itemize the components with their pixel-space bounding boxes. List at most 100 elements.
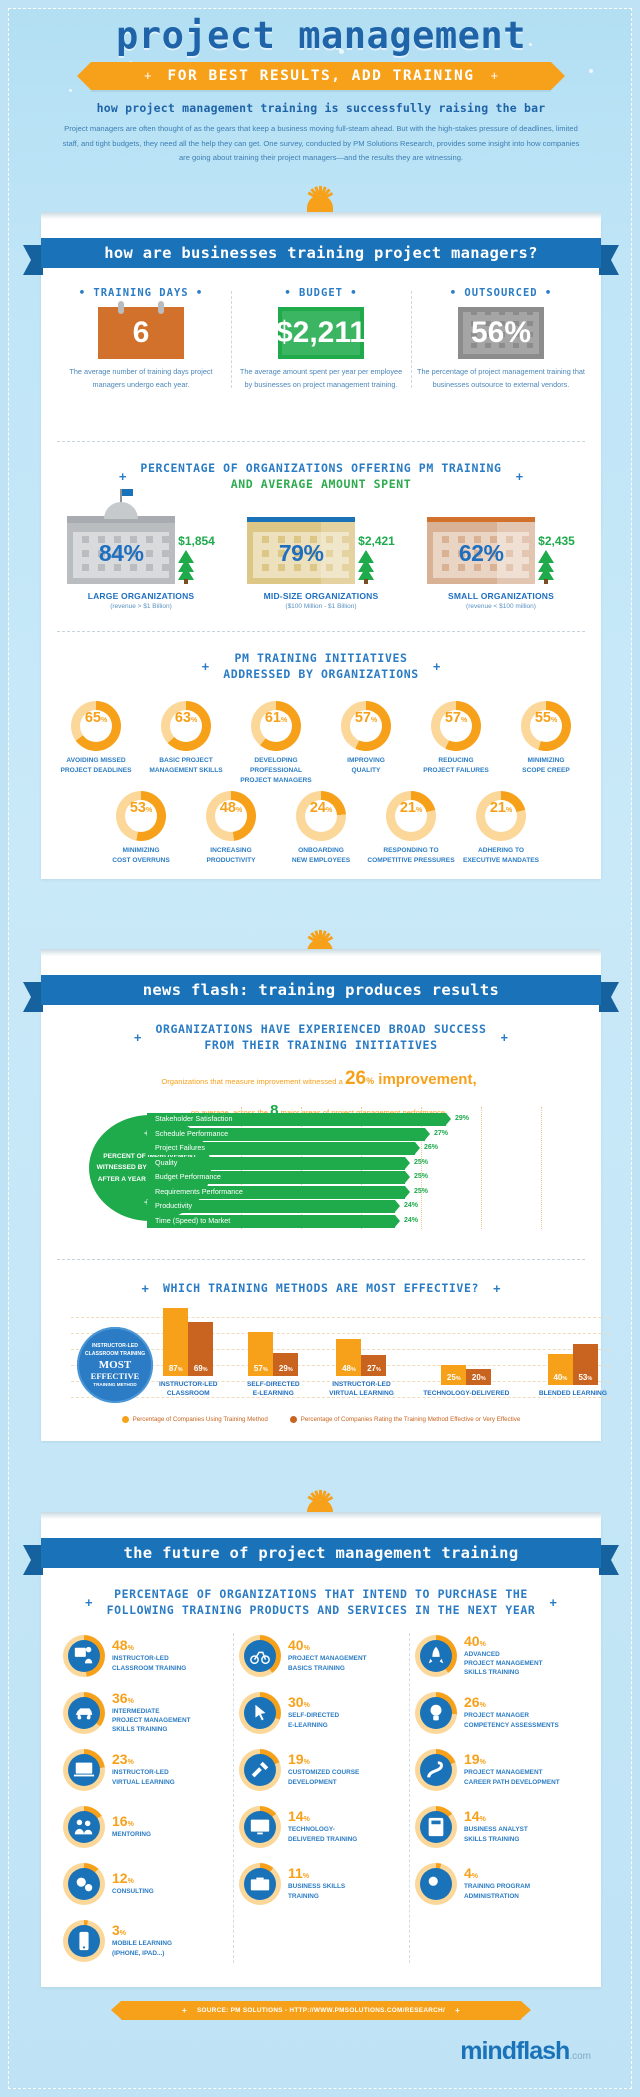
donut-chart: 57% [341,701,391,751]
laptop-icon [68,1753,100,1786]
monitor-icon [250,1819,270,1834]
org-note: (revenue < $100 million) [466,603,536,610]
donut-label: INCREASING PRODUCTIVITY [206,847,256,864]
org-amount-block: $1,854 [178,534,215,584]
note-8: 8 [270,1102,279,1120]
org-small: 62% $2,435 SMALL ORGANIZATIONS (revenue … [414,514,589,610]
plus-icon: + [143,68,152,84]
donut-chart [239,1634,281,1677]
donut-value: 21 [399,800,416,816]
cursor-icon [255,1704,266,1720]
seal-effective: EFFECTIVE [90,1370,140,1381]
method-group: 57% 29% SELF-DIRECTED E-LEARNING [247,1331,300,1399]
future-product-item: 30% SELF-DIRECTED E-LEARNING [239,1684,403,1741]
methods-header: + WHICH TRAINING METHODS ARE MOST EFFECT… [51,1281,591,1297]
table-row: Requirements Performance 25% [147,1185,577,1199]
improvement-bar-chart: + PERCENT OF IMPROVEMENTWITNESSED BY ORG… [51,1107,591,1229]
donut-value: 55 [534,710,551,726]
bar-label: Schedule Performance [155,1128,229,1138]
future-label: CONSULTING [112,1887,154,1895]
initiative-item: 65% AVOIDING MISSED PROJECT DEADLINES [51,701,141,786]
future-value: 12% [112,1869,134,1886]
bar-using: 57% [248,1331,274,1376]
org-name: SMALL ORGANIZATIONS [448,591,554,601]
org-name: LARGE ORGANIZATIONS [87,591,195,601]
initiative-item: 24% ONBOARDING NEW EMPLOYEES [276,791,366,866]
initiatives-row-2: 53% MINIMIZING COST OVERRUNS 48% INCREASING P… [96,791,546,866]
org-amount-block: $2,421 [358,534,395,584]
donut-chart [415,1691,457,1734]
methods-title: WHICH TRAINING METHODS ARE MOST EFFECTIV… [163,1281,479,1295]
donut-suffix: % [550,717,558,724]
plus-icon: + [455,2006,461,2015]
bar-effective: 20% [466,1369,492,1386]
donut-label: MINIMIZING COST OVERRUNS [112,847,170,864]
note-improvement: improvement, [374,1071,477,1088]
bar-value: 25% [414,1173,429,1180]
future-value: 40% [464,1632,486,1649]
road-icon [420,1753,452,1786]
section-2-banner: news flash: training produces results [23,975,619,1012]
header-ribbon-label: FOR BEST RESULTS, ADD TRAINING [167,67,475,84]
plus-icon: + [133,1030,142,1046]
section-3-card [41,1519,601,1987]
tools-icon [244,1753,276,1786]
bar-effective: 27% [361,1354,387,1376]
donut-chart [63,1919,105,1962]
future-value: 4% [464,1865,479,1882]
donut-chart: 57% [431,701,481,751]
donut-chart [239,1862,281,1905]
flag-icon [120,489,134,505]
bar-label: Stakeholder Satisfaction [155,1114,233,1123]
bar-label: Time (Speed) to Market [155,1215,231,1225]
future-label: PROJECT MANAGER COMPETENCY ASSESSMENTS [464,1712,559,1729]
section-1-banner-label: how are businesses training project mana… [104,244,538,262]
people-icon [74,1819,93,1834]
bar-using: 48% [336,1338,362,1376]
future-value: 23% [112,1751,134,1768]
briefcase-icon [244,1867,276,1900]
bar-value: 27% [434,1129,449,1137]
sparkle-icon [339,49,344,54]
stat-value: 6 [132,316,150,349]
sparkle-icon [589,69,593,73]
donut-chart: 55% [521,701,571,751]
future-product-item: 3% MOBILE LEARNING (IPHONE, IPAD...) [63,1912,227,1969]
page-title: project management [116,14,526,57]
success-title-1: ORGANIZATIONS HAVE EXPERIENCED BROAD SUC… [155,1022,487,1036]
sparkle-icon [529,43,532,46]
most-effective-seal: INSTRUCTOR-LED CLASSROOM TRAINING MOST EF… [77,1327,153,1403]
org-note: (revenue > $1 Billion) [110,603,172,610]
bar-value: 25% [446,1373,461,1383]
future-title-2: FOLLOWING TRAINING PRODUCTS AND SERVICES… [106,1602,536,1617]
orgs-section: + PERCENTAGE OF ORGANIZATIONS OFFERING P… [51,461,591,492]
donut-chart [239,1748,281,1791]
tree-icon [538,550,555,584]
donut-chart [415,1748,457,1791]
plus-icon: + [84,1595,93,1611]
initiative-item: 61% DEVELOPING PROFESSIONAL PROJECT MANAGE… [231,701,321,786]
bar-value: 26% [424,1144,439,1151]
methods-bar-chart: INSTRUCTOR-LED CLASSROOM TRAINING MOST EF… [71,1307,611,1421]
donut-suffix: % [325,807,333,814]
key-icon [428,1876,444,1891]
future-product-item: 16% MENTORING [63,1798,227,1855]
plus-icon: + [493,1281,501,1297]
future-label: TECHNOLOGY- DELIVERED TRAINING [288,1826,358,1843]
phone-icon [79,1931,89,1950]
stat-budget: • BUDGET • $2,211 The average amount spe… [231,287,411,392]
future-value: 14% [464,1808,486,1825]
section-3-banner-label: the future of project management trainin… [123,1544,519,1562]
donut-label: IMPROVING QUALITY [347,757,385,774]
presentation-icon [68,1639,100,1672]
brand-name: mindflash [460,2037,570,2065]
stat-value-box: 6 [98,301,184,359]
stat-value-box: 56% [458,307,544,359]
future-label: CUSTOMIZED COURSE DEVELOPMENT [288,1769,360,1786]
seal-line-4: TRAINING METHOD [93,1381,137,1387]
initiative-item: 53% MINIMIZING COST OVERRUNS [96,791,186,866]
bar-effective: 69% [188,1321,214,1376]
donut-chart: 21% [386,791,436,841]
stat-value: 56% [470,316,532,349]
header: project management + FOR BEST RESULTS, A… [9,14,633,166]
